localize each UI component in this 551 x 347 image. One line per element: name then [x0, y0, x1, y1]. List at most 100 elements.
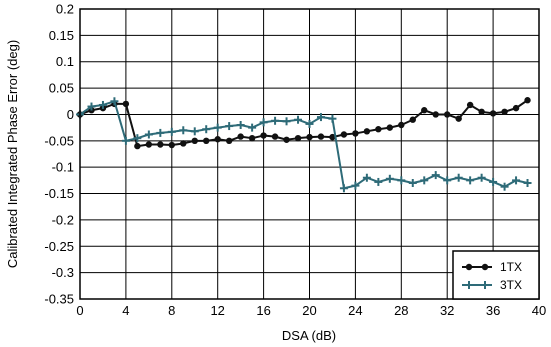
- data-point-1tx: [306, 133, 313, 141]
- data-point-1tx: [214, 136, 221, 143]
- data-point-3tx: [328, 114, 337, 123]
- data-point-1tx: [512, 104, 520, 112]
- data-point-1tx: [352, 130, 359, 137]
- y-tick-label: 0.05: [49, 81, 74, 96]
- data-point-1tx: [386, 124, 394, 131]
- data-point-3tx: [179, 126, 188, 135]
- plot-frame: [79, 8, 540, 300]
- data-point-3tx: [294, 115, 303, 124]
- data-point-3tx: [202, 125, 211, 134]
- series-layer: [76, 97, 532, 193]
- data-point-1tx: [421, 107, 428, 114]
- legend-marker-3tx: [465, 281, 473, 289]
- data-point-1tx: [398, 121, 405, 129]
- data-point-1tx: [271, 133, 279, 140]
- y-tick-label: -0.15: [44, 186, 74, 201]
- data-point-3tx: [305, 119, 314, 128]
- x-tick-label: 32: [440, 303, 454, 318]
- y-tick-label: 0.15: [49, 28, 74, 43]
- legend-item-3tx: 3TX: [462, 278, 522, 292]
- data-point-1tx: [329, 133, 336, 141]
- legend-marker-3tx: [481, 281, 489, 289]
- data-point-3tx: [144, 130, 153, 139]
- data-point-3tx: [225, 122, 234, 131]
- data-point-3tx: [500, 182, 509, 191]
- data-point-3tx: [454, 173, 463, 182]
- data-point-3tx: [443, 176, 452, 185]
- x-tick-label: 4: [122, 303, 129, 318]
- data-point-3tx: [523, 179, 532, 187]
- x-axis-ticks: 0 4 8 12 16 20 24 28 32 36 40: [76, 303, 546, 318]
- data-point-3tx: [190, 127, 199, 136]
- legend-marker-1tx: [481, 263, 489, 271]
- data-point-1tx: [157, 141, 164, 148]
- data-point-1tx: [524, 97, 531, 104]
- data-point-3tx: [236, 121, 245, 129]
- data-point-3tx: [121, 136, 130, 145]
- x-tick-label: 16: [256, 303, 270, 318]
- y-tick-label: -0.1: [52, 160, 74, 175]
- x-tick-label: 24: [348, 303, 362, 318]
- data-point-1tx: [191, 137, 198, 145]
- data-point-1tx: [203, 137, 210, 145]
- data-point-3tx: [98, 100, 107, 109]
- data-point-1tx: [294, 134, 302, 142]
- y-axis-ticks: 0.2 0.15 0.1 0.05 0 -0.05 -0.1 -0.15 -0.2 -0.25 -0…: [44, 2, 74, 307]
- data-point-3tx: [156, 128, 165, 137]
- data-point-1tx: [478, 108, 485, 116]
- y-tick-label: -0.05: [44, 133, 74, 148]
- y-axis-title: Calibrated Integrated Phase Error (deg): [5, 40, 20, 268]
- data-point-1tx: [317, 133, 325, 140]
- y-tick-label: 0.2: [56, 2, 74, 17]
- x-tick-label: 8: [168, 303, 175, 318]
- data-point-3tx: [259, 118, 268, 127]
- series-1tx: [76, 97, 531, 150]
- x-tick-label: 0: [76, 303, 83, 318]
- y-tick-label: -0.35: [44, 292, 74, 307]
- data-point-3tx: [385, 174, 394, 183]
- data-point-3tx: [420, 176, 429, 185]
- data-point-1tx: [375, 126, 382, 133]
- x-tick-label: 36: [486, 303, 500, 318]
- x-tick-label: 40: [532, 303, 546, 318]
- data-point-3tx: [271, 116, 280, 125]
- data-point-3tx: [351, 181, 360, 190]
- y-tick-label: -0.25: [44, 239, 74, 254]
- data-point-3tx: [213, 123, 222, 132]
- data-point-3tx: [477, 173, 486, 182]
- legend-item-1tx: 1TX: [462, 260, 522, 274]
- data-point-1tx: [225, 137, 233, 145]
- data-point-1tx: [134, 142, 141, 150]
- y-tick-label: 0: [67, 107, 74, 122]
- data-point-3tx: [133, 134, 142, 143]
- data-point-1tx: [283, 136, 290, 143]
- data-point-1tx: [489, 110, 497, 117]
- data-point-1tx: [363, 128, 371, 135]
- data-point-3tx: [466, 176, 475, 185]
- legend-label-3tx: 3TX: [500, 278, 522, 292]
- legend-label-1tx: 1TX: [500, 260, 522, 274]
- x-tick-label: 12: [210, 303, 224, 318]
- series-3tx: [76, 97, 532, 193]
- x-tick-label: 20: [302, 303, 316, 318]
- data-point-1tx: [260, 132, 267, 139]
- series-line-1tx: [79, 99, 529, 148]
- data-point-3tx: [110, 97, 119, 106]
- legend-marker-1tx: [465, 263, 473, 271]
- data-point-1tx: [409, 116, 416, 123]
- data-point-3tx: [362, 173, 371, 182]
- data-point-3tx: [167, 127, 176, 136]
- data-point-1tx: [444, 111, 451, 118]
- y-tick-label: -0.3: [52, 265, 74, 280]
- y-tick-label: -0.2: [52, 212, 74, 227]
- data-point-3tx: [339, 184, 348, 193]
- data-point-1tx: [466, 101, 474, 109]
- data-point-1tx: [501, 108, 508, 116]
- data-point-1tx: [432, 111, 439, 118]
- x-axis-title: DSA (dB): [282, 328, 336, 343]
- data-point-1tx: [237, 133, 244, 140]
- data-point-3tx: [374, 177, 383, 186]
